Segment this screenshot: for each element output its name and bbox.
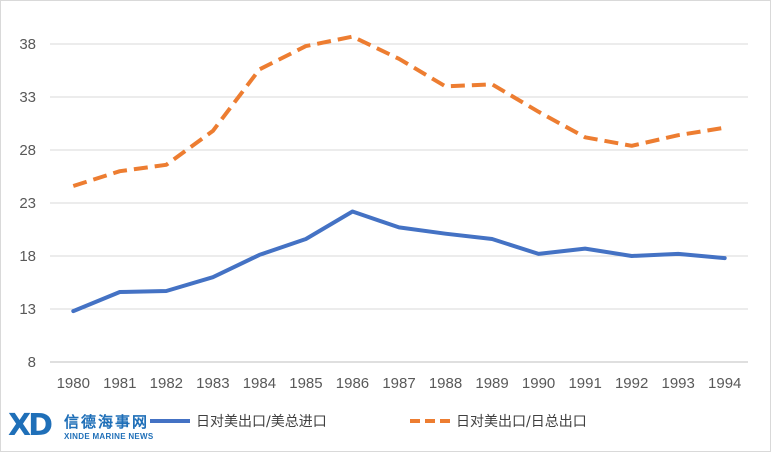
x-tick-label: 1986	[336, 375, 369, 392]
watermark-logo: XD 信德海事网 XINDE MARINE NEWS	[8, 408, 158, 446]
x-tick-label: 1988	[429, 375, 462, 392]
legend: 日对美出口/美总进口 日对美出口/日总出口	[150, 414, 587, 430]
x-tick-label: 1987	[382, 375, 415, 392]
y-tick-label: 23	[19, 195, 36, 212]
y-tick-label: 18	[19, 248, 36, 265]
x-tick-label: 1993	[662, 375, 695, 392]
x-tick-label: 1981	[103, 375, 136, 392]
x-tick-label: 1992	[615, 375, 648, 392]
x-tick-label: 1982	[150, 375, 183, 392]
logo-name-en: XINDE MARINE NEWS	[64, 432, 154, 441]
y-tick-label: 28	[19, 142, 36, 159]
series-line-1	[71, 209, 727, 314]
gridlines	[50, 43, 748, 363]
x-tick-label: 1991	[568, 375, 601, 392]
x-tick-label: 1990	[522, 375, 555, 392]
series-lines	[71, 34, 727, 314]
x-axis-ticks: 1980 1981 1982 1983 1984 1985 1986 1987 1988 1989…	[57, 375, 742, 392]
logo-name-cn: 信德海事网	[64, 413, 150, 431]
y-tick-label: 8	[28, 354, 36, 371]
series-line-2	[72, 34, 726, 188]
x-tick-label: 1980	[57, 375, 90, 392]
x-tick-label: 1984	[243, 375, 276, 392]
y-tick-label: 13	[19, 301, 36, 318]
x-tick-label: 1983	[196, 375, 229, 392]
logo-mark: XD	[8, 408, 53, 443]
x-tick-label: 1989	[475, 375, 508, 392]
x-tick-label: 1985	[289, 375, 322, 392]
x-tick-label: 1994	[708, 375, 741, 392]
y-axis-ticks: 8 13 18 23 28 33 38	[19, 36, 36, 371]
y-tick-label: 33	[19, 89, 36, 106]
legend-label-series-2: 日对美出口/日总出口	[456, 414, 587, 430]
y-tick-label: 38	[19, 36, 36, 53]
legend-label-series-1: 日对美出口/美总进口	[196, 414, 327, 430]
